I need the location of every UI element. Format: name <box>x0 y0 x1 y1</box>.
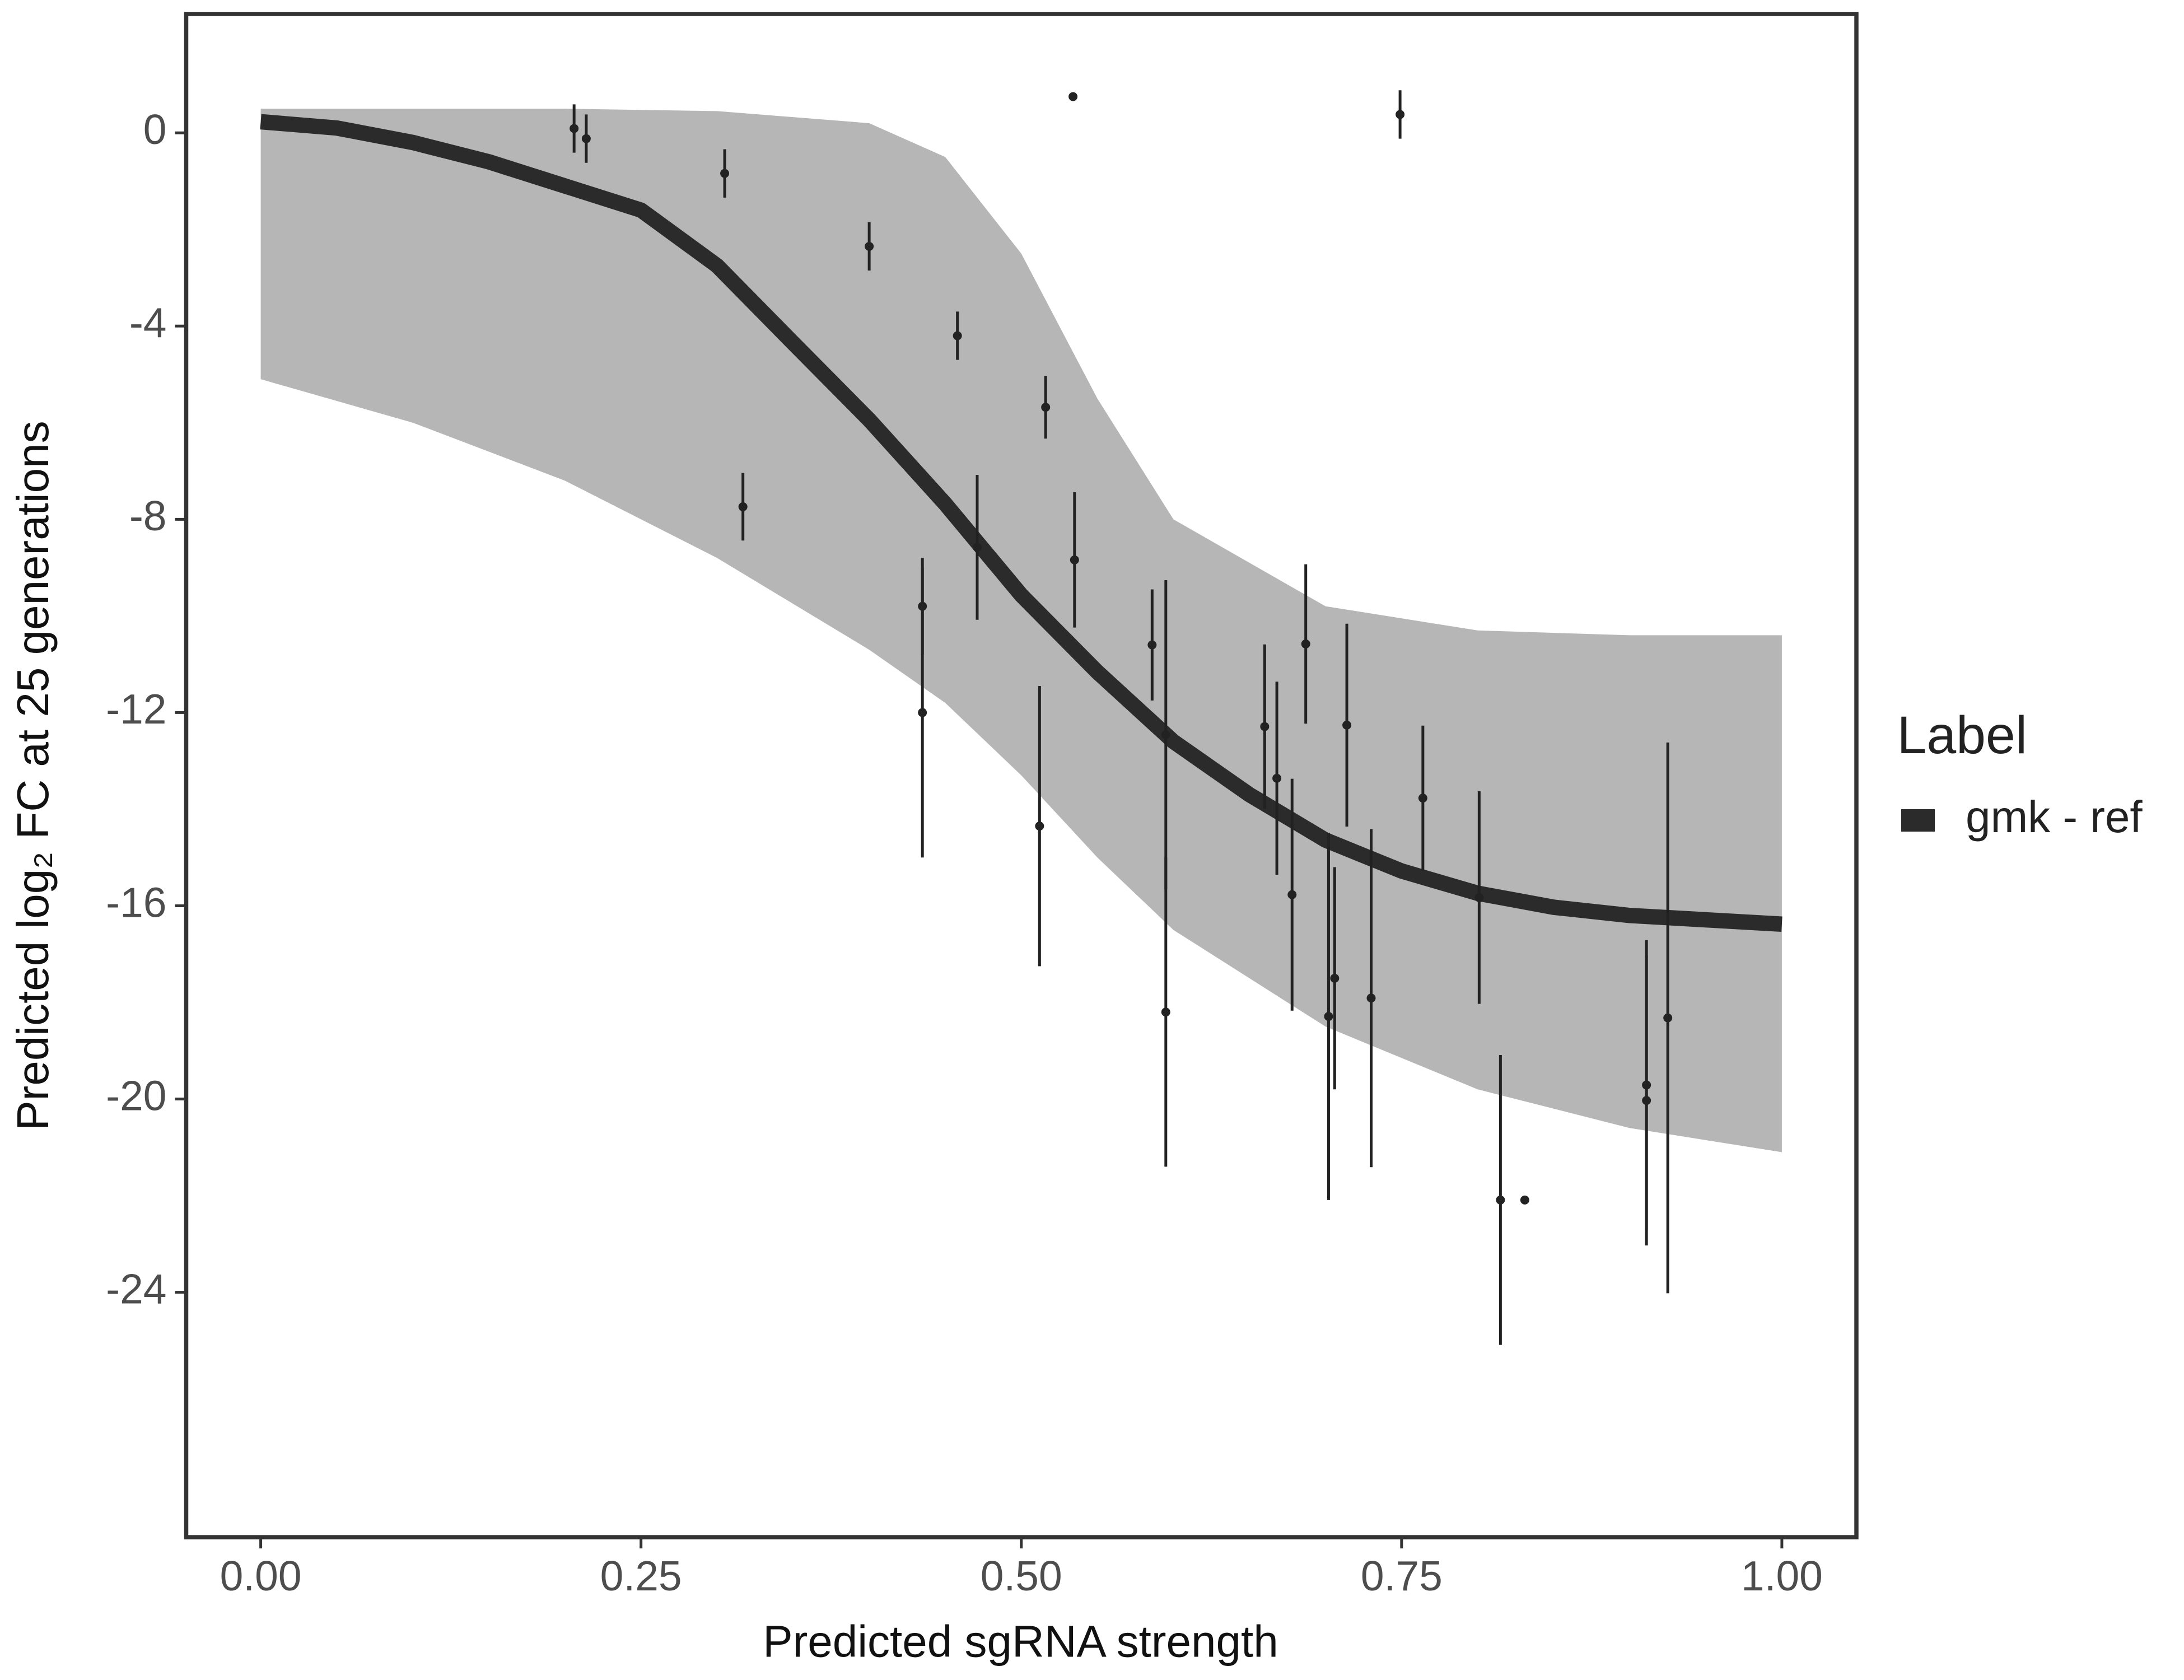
point <box>1147 640 1157 650</box>
point <box>1068 92 1078 101</box>
point <box>1342 720 1352 730</box>
point <box>918 708 927 717</box>
plot-border <box>184 12 1859 1539</box>
point <box>1496 1195 1505 1205</box>
point <box>1642 1096 1651 1105</box>
point <box>953 331 962 340</box>
point <box>1041 403 1051 412</box>
point <box>1035 822 1044 831</box>
point <box>1161 1007 1170 1017</box>
point <box>1324 1012 1333 1021</box>
y-axis-title: Predicted log₂ FC at 25 generations <box>8 421 58 1130</box>
point <box>1520 1195 1529 1205</box>
legend-label: gmk - ref <box>1966 792 2143 842</box>
x-tick-label: 1.00 <box>1741 1552 1823 1599</box>
point <box>972 543 982 552</box>
point <box>1301 639 1310 648</box>
point <box>1366 993 1376 1003</box>
posterior-band <box>260 109 1782 1152</box>
legend-title: Label <box>1897 706 2027 765</box>
y-tick-label: -8 <box>129 492 167 539</box>
point <box>738 502 748 511</box>
point <box>1330 973 1340 983</box>
x-tick-label: 0.25 <box>600 1552 682 1599</box>
point <box>1418 794 1427 803</box>
point <box>1663 1013 1673 1023</box>
point <box>1161 730 1170 740</box>
point <box>1474 893 1484 902</box>
point <box>570 124 579 133</box>
y-tick-label: -12 <box>106 685 166 732</box>
x-axis-title: Predicted sgRNA strength <box>763 1617 1278 1667</box>
point <box>1396 110 1405 119</box>
point <box>1272 773 1282 783</box>
y-tick-label: -24 <box>106 1265 166 1312</box>
y-tick-label: -4 <box>129 299 167 346</box>
y-tick-label: -16 <box>106 879 166 926</box>
point <box>865 241 874 251</box>
point <box>720 169 730 178</box>
x-tick-label: 0.50 <box>981 1552 1062 1599</box>
legend-swatch <box>1901 809 1935 832</box>
point <box>1260 722 1270 731</box>
x-tick-label: 0.00 <box>220 1552 302 1599</box>
y-tick-label: 0 <box>143 106 167 153</box>
y-tick-label: -20 <box>106 1072 166 1119</box>
point <box>1287 890 1297 899</box>
fit-line <box>260 114 1782 932</box>
point <box>581 134 591 143</box>
point <box>1070 555 1079 564</box>
x-tick-label: 0.75 <box>1361 1552 1443 1599</box>
